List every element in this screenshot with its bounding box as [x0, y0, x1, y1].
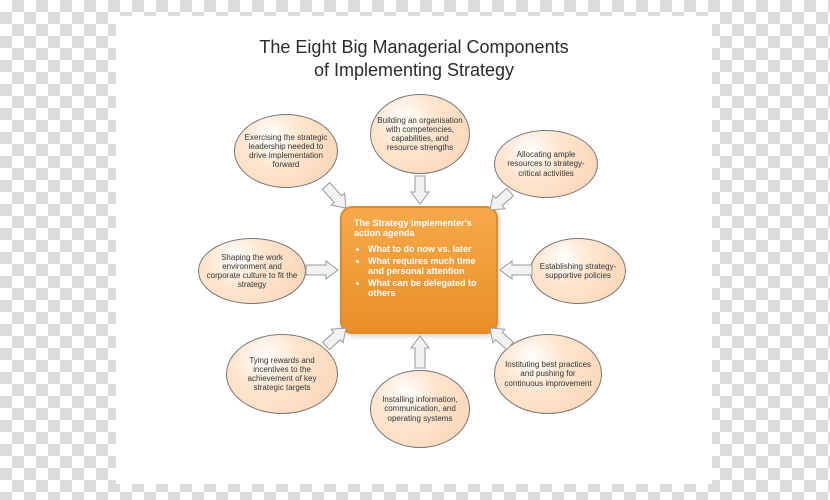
slide-title: The Eight Big Managerial Components of I… — [174, 36, 654, 81]
bubble-systems: Installing information, communication, a… — [370, 370, 470, 448]
bubble-org: Building an organisation with competenci… — [370, 94, 470, 174]
bubble-text: Exercising the strategic leadership need… — [241, 133, 331, 170]
bubble-leadership: Exercising the strategic leadership need… — [234, 114, 338, 188]
bubble-resources: Allocating ample resources to strategy-c… — [494, 130, 598, 198]
center-bullets: What to do now vs. later What requires mu… — [354, 244, 484, 298]
bubble-rewards: Tying rewards and incentives to the achi… — [226, 334, 338, 414]
center-bullet: What requires much time and personal att… — [368, 256, 484, 276]
stage: The Eight Big Managerial Components of I… — [0, 0, 830, 500]
title-line-2: of Implementing Strategy — [314, 60, 514, 80]
center-agenda-box: The Strategy implementer's action agenda… — [340, 206, 498, 334]
bubble-text: Building an organisation with competenci… — [377, 116, 463, 153]
center-header: The Strategy implementer's action agenda — [354, 218, 484, 238]
bubble-text: Establishing strategy-supportive policie… — [537, 262, 619, 280]
title-line-1: The Eight Big Managerial Components — [259, 37, 568, 57]
center-bullet: What to do now vs. later — [368, 244, 484, 254]
bubble-text: Tying rewards and incentives to the achi… — [233, 356, 331, 393]
center-bullet: What can be delegated to others — [368, 278, 484, 298]
bubble-text: Allocating ample resources to strategy-c… — [501, 150, 591, 178]
bubble-text: Installing information, communication, a… — [377, 395, 463, 423]
bubble-text: Instituting best practices and pushing f… — [501, 360, 595, 388]
bubble-practices: Instituting best practices and pushing f… — [494, 334, 602, 414]
bubble-policies: Establishing strategy-supportive policie… — [530, 238, 626, 304]
bubble-text: Shaping the work environment and corpora… — [205, 253, 299, 290]
bubble-culture: Shaping the work environment and corpora… — [198, 238, 306, 304]
